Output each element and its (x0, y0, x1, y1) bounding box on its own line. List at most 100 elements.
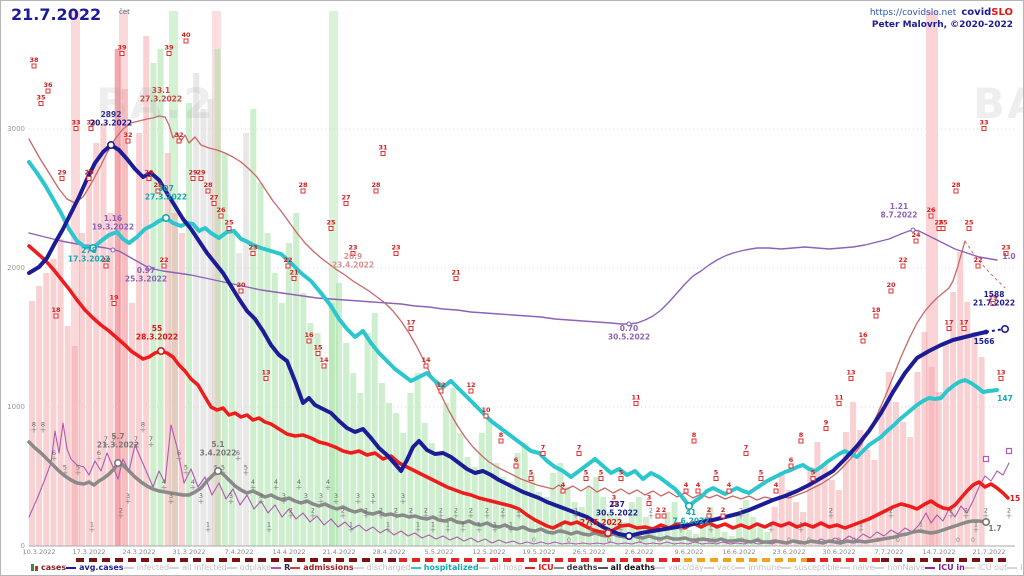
legend-item-cases[interactable]: cases (31, 563, 66, 572)
case-bar (286, 243, 292, 546)
x-tick-label: 16.6.2022 (722, 548, 755, 556)
series-line-icon (597, 566, 608, 569)
legend-item-naive[interactable]: naive (839, 563, 874, 572)
case-bar (357, 393, 364, 546)
legend-item-discharged[interactable]: discharged (353, 563, 411, 572)
svg-text:33: 33 (71, 119, 80, 127)
case-bar (678, 522, 685, 546)
svg-text:+: + (492, 526, 499, 535)
legend-item-infected[interactable]: infected (123, 563, 169, 572)
svg-text:9: 9 (824, 419, 829, 427)
legend-item-icu-out[interactable]: ICU out (964, 563, 1007, 572)
case-bar (86, 169, 93, 546)
svg-text:+: + (250, 483, 257, 492)
legend-item-label: ICU deaths (1020, 563, 1023, 572)
chart-legend: cases avg.cases infected all infected odplak… (1, 561, 1023, 574)
legend-item-nonnaive[interactable]: nonNaive (874, 563, 925, 572)
series-deaths (27, 440, 988, 545)
svg-text:2: 2 (707, 506, 712, 514)
case-bar (457, 433, 464, 546)
legend-item-susceptible[interactable]: susceptible (781, 563, 840, 572)
series-line-icon (123, 566, 134, 569)
legend-item-immune[interactable]: immune (735, 563, 781, 572)
legend-item-label: all infected (182, 563, 227, 572)
series-line-icon (410, 566, 421, 569)
svg-text:+: + (738, 511, 745, 520)
svg-text:+: + (161, 483, 168, 492)
case-bar (857, 430, 864, 546)
svg-text:22: 22 (159, 256, 168, 264)
legend-item-vacc[interactable]: vacc (703, 563, 735, 572)
svg-text:+: + (176, 454, 183, 463)
legend-item-label: hospitalized (423, 563, 479, 572)
svg-text:23: 23 (1001, 244, 1010, 252)
legend-item-label: deaths (566, 563, 598, 572)
series-line-icon (553, 566, 564, 569)
annotation-label: 1.0 (1002, 252, 1015, 261)
case-bar (928, 367, 935, 546)
svg-text:1: 1 (90, 521, 94, 529)
y-tick-label: 1000 (7, 403, 25, 411)
case-bar (121, 89, 128, 546)
svg-text:27: 27 (209, 194, 218, 202)
svg-text:+: + (303, 497, 310, 506)
svg-text:+: + (648, 511, 655, 520)
legend-item-icu-deaths[interactable]: ICU deaths (1007, 563, 1023, 572)
case-bar (193, 73, 200, 546)
svg-text:3: 3 (126, 492, 130, 500)
legend-item-odplake[interactable]: odplake (226, 563, 272, 572)
svg-text:1: 1 (709, 521, 713, 529)
legend-item-icu[interactable]: ICU (525, 563, 554, 572)
y-tick-label: 2000 (7, 264, 25, 272)
case-bar (892, 402, 899, 546)
svg-text:11: 11 (631, 394, 641, 402)
svg-text:6: 6 (236, 449, 240, 457)
legend-item-avg-cases[interactable]: avg.cases (66, 563, 124, 572)
legend-item-deaths[interactable]: deaths (553, 563, 598, 572)
legend-item-icu-in[interactable]: ICU in (925, 563, 965, 572)
case-bar (864, 450, 871, 546)
legend-item-all-infected[interactable]: all infected (169, 563, 227, 572)
svg-text:+: + (168, 497, 175, 506)
svg-text:28: 28 (371, 181, 381, 189)
case-bar (557, 463, 564, 546)
case-bar (50, 259, 57, 546)
case-bar (221, 153, 228, 546)
x-tick-label: 9.6.2022 (675, 548, 704, 556)
case-bar (400, 433, 407, 546)
svg-text:3: 3 (304, 492, 308, 500)
svg-text:1: 1 (431, 521, 435, 529)
case-bar (921, 332, 928, 546)
svg-text:+: + (798, 526, 805, 535)
legend-item-all-deaths[interactable]: all deaths (597, 563, 655, 572)
case-bar (828, 480, 835, 546)
case-bar (64, 326, 71, 546)
case-bar (107, 213, 114, 546)
svg-text:13: 13 (846, 369, 855, 377)
svg-text:+: + (415, 526, 422, 535)
case-bar (378, 383, 385, 546)
x-tick-label: 14.4.2022 (272, 548, 305, 556)
y-tick-label: 3000 (7, 125, 25, 133)
site-url-link[interactable]: https://covidslo.net (869, 8, 957, 18)
svg-text:+: + (858, 526, 865, 535)
svg-text:5: 5 (244, 464, 248, 472)
legend-item-vacc-day[interactable]: vacc/day (655, 563, 704, 572)
case-bar (900, 422, 907, 546)
svg-text:+: + (618, 526, 625, 535)
case-bar (343, 343, 350, 546)
svg-text:15: 15 (313, 344, 323, 352)
case-bar (100, 123, 107, 546)
legend-item-admissions[interactable]: admissions (290, 563, 354, 572)
svg-text:2: 2 (739, 506, 743, 514)
variant-watermark-ba5: BA.5 (973, 79, 1023, 128)
case-bar (328, 303, 335, 546)
svg-text:+: + (62, 469, 69, 478)
legend-item-hospitalized[interactable]: hospitalized (410, 563, 479, 572)
legend-item-r[interactable]: R (271, 563, 290, 572)
svg-text:3: 3 (401, 492, 405, 500)
svg-text:12: 12 (466, 381, 475, 389)
svg-text:1: 1 (619, 521, 623, 529)
legend-item-label: odplake (239, 563, 272, 572)
legend-item-all-hosp-[interactable]: all hosp. (478, 563, 525, 572)
